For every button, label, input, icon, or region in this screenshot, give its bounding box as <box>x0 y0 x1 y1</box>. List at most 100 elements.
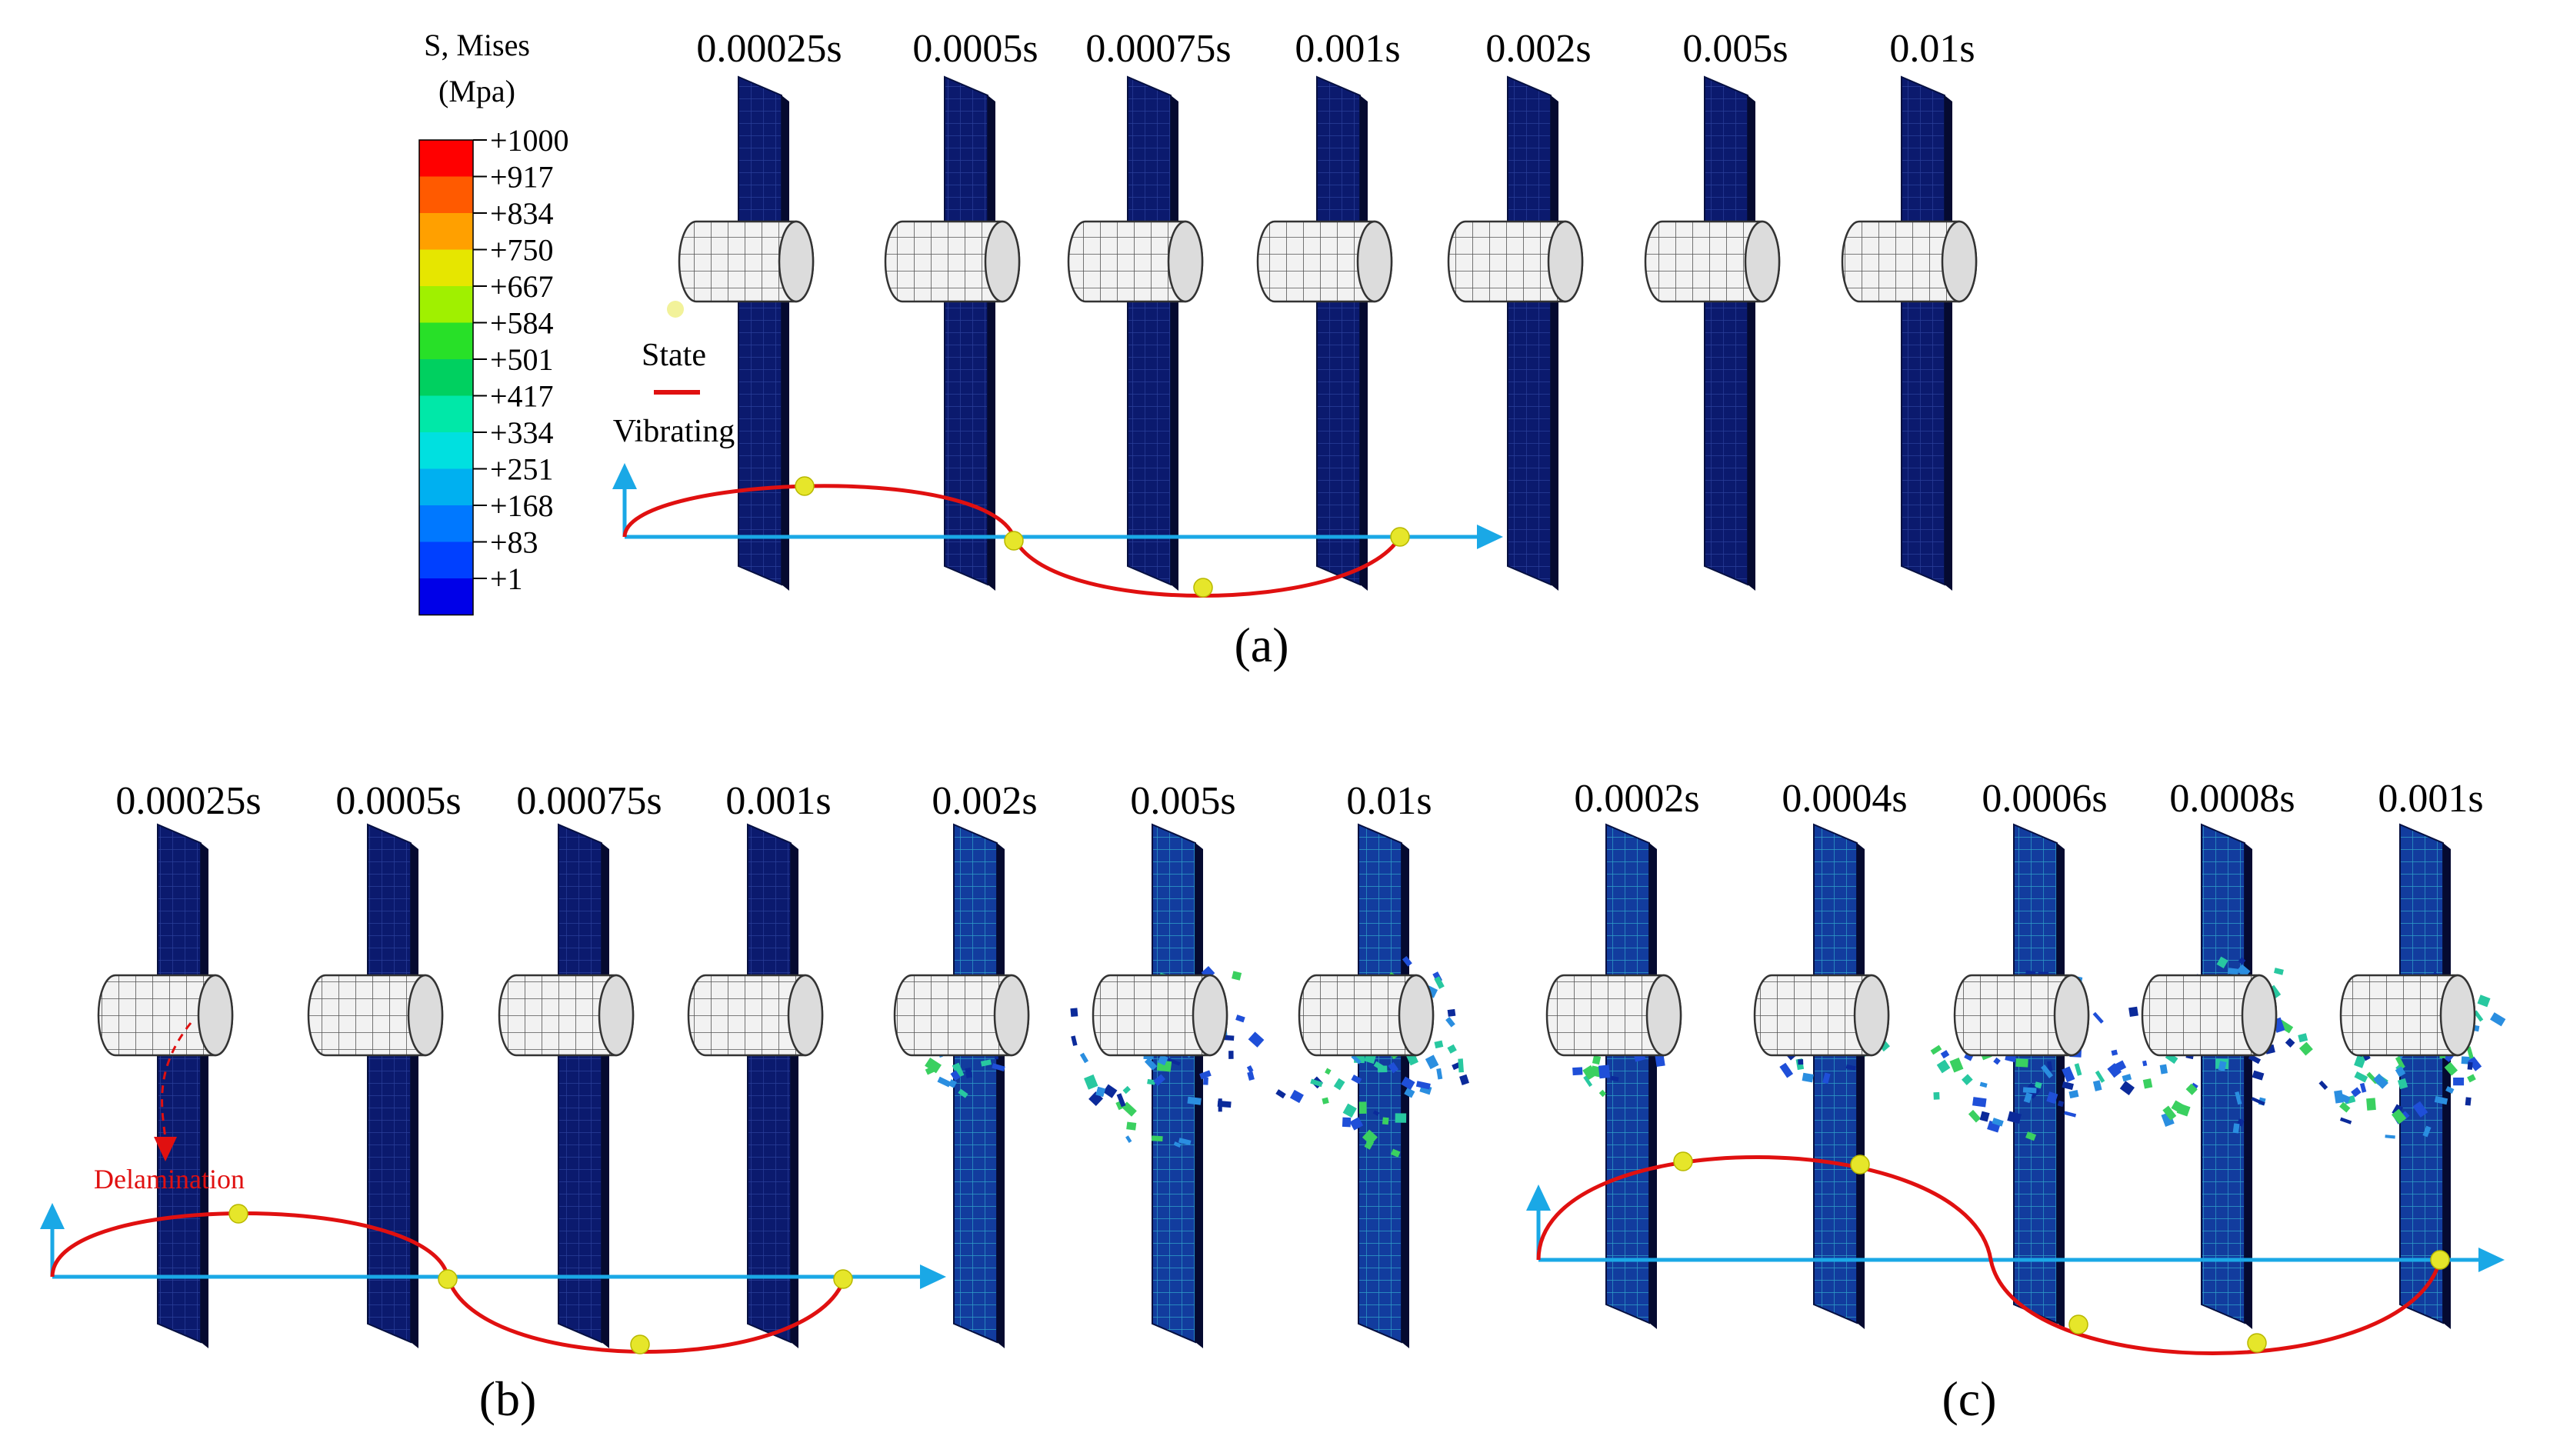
legend-band <box>419 176 473 213</box>
plate-edge <box>988 95 995 591</box>
time-label: 0.0006s <box>1982 777 2107 821</box>
legend-value: +168 <box>490 488 554 523</box>
state-dot-icon <box>833 1269 853 1289</box>
time-label: 0.001s <box>725 779 831 823</box>
delamination-pointer <box>161 1022 192 1139</box>
meshed-plate-icon <box>1316 75 1361 586</box>
legend-value: +834 <box>490 196 554 231</box>
debris-fragment <box>2062 1066 2075 1083</box>
time-label: 0.0008s <box>2169 777 2295 821</box>
debris-fragment <box>1275 1089 1286 1099</box>
plate-edge <box>411 843 418 1348</box>
debris-fragment <box>1147 1078 1155 1085</box>
debris-fragment <box>965 1067 973 1078</box>
time-frame: 0.00025s <box>678 27 842 591</box>
debris-fragment <box>2318 1080 2328 1091</box>
debris-fragment <box>1415 1081 1431 1090</box>
debris-fragment <box>2107 1063 2122 1078</box>
debris-fragment <box>1388 1061 1399 1074</box>
cylindrical-projectile-icon <box>884 220 1021 303</box>
debris-fragment <box>1445 1016 1455 1028</box>
debris-fragment <box>1779 1062 1794 1078</box>
axis-arrow-icon <box>1526 1184 1551 1211</box>
debris-fragment <box>1458 1058 1464 1073</box>
debris-fragment <box>1247 1071 1255 1081</box>
legend-band <box>419 432 473 469</box>
debris-fragment <box>1592 1055 1602 1065</box>
debris-fragment <box>2057 1100 2065 1108</box>
debris-fragment <box>2373 1073 2388 1089</box>
time-frame: 0.001s <box>2318 777 2506 1329</box>
debris-fragment <box>1187 1096 1202 1105</box>
cylindrical-projectile-icon <box>1092 974 1228 1057</box>
debris-fragment <box>1342 1117 1352 1128</box>
debris-fragment <box>1151 1135 1163 1142</box>
cylindrical-projectile-icon <box>678 220 815 303</box>
debris-fragment <box>1936 1059 1951 1074</box>
state-dot-icon <box>630 1334 650 1354</box>
debris-fragment <box>2391 1108 2407 1124</box>
debris-fragment <box>2338 1093 2351 1104</box>
legend-band <box>419 578 473 615</box>
debris-fragment <box>1962 1074 1973 1085</box>
debris-fragment <box>1964 1052 1974 1061</box>
debris-fragment <box>2185 1083 2198 1095</box>
debris-fragment <box>1364 1139 1375 1150</box>
legend-value: +1000 <box>490 123 569 158</box>
legend-value: +584 <box>490 306 554 341</box>
debris-fragment <box>1425 1055 1439 1070</box>
debris-fragment <box>2142 1078 2153 1089</box>
time-frame: 0.002s <box>893 779 1038 1348</box>
debris-fragment <box>1382 1117 1389 1125</box>
debris-fragment <box>1949 1058 1964 1073</box>
meshed-plate-icon <box>1127 75 1172 586</box>
debris-fragment <box>1655 1054 1665 1068</box>
debris-fragment <box>2385 1134 2395 1139</box>
state-dot-icon <box>228 1204 248 1224</box>
debris-fragment <box>1248 1031 1265 1048</box>
debris-fragment <box>1404 1087 1415 1098</box>
debris-fragment <box>2465 1097 2472 1106</box>
debris-fragment <box>1122 1085 1131 1094</box>
legend-band <box>419 249 473 286</box>
debris-fragment <box>2359 1082 2367 1093</box>
plate-edge <box>1748 95 1755 591</box>
debris-fragment <box>2445 1086 2455 1094</box>
cylindrical-projectile-icon <box>1841 220 1978 303</box>
meshed-plate-icon <box>558 823 602 1344</box>
plate-edge <box>1551 95 1558 591</box>
debris-fragment <box>2074 1063 2082 1076</box>
time-label: 0.0002s <box>1574 777 1699 821</box>
state-dot-icon <box>2068 1314 2088 1334</box>
legend-value: +917 <box>490 160 554 195</box>
time-frame: 0.001s <box>1256 27 1401 591</box>
meshed-plate-icon <box>1901 75 1945 586</box>
debris-fragment <box>1940 1050 1950 1059</box>
debris-fragment <box>950 1070 961 1081</box>
vibration-curve <box>1536 1155 2442 1355</box>
state-dot-icon <box>1193 578 1213 598</box>
debris-fragment <box>2473 1010 2484 1022</box>
legend-value: +501 <box>490 342 554 377</box>
debris-fragment <box>1933 1091 1940 1100</box>
debris-fragment <box>2159 1064 2168 1075</box>
debris-fragment <box>1071 1035 1078 1046</box>
debris-fragment <box>1351 1054 1362 1065</box>
debris-fragment <box>1447 1008 1456 1017</box>
cylindrical-projectile-icon <box>1067 220 1204 303</box>
plate-edge <box>1195 843 1203 1348</box>
cylindrical-projectile-icon <box>1753 974 1890 1057</box>
debris-fragment <box>2248 1054 2262 1065</box>
time-label: 0.002s <box>932 779 1037 823</box>
debris-fragment <box>2273 968 2284 975</box>
panel-label: (b) <box>479 1371 537 1426</box>
cylindrical-projectile-icon <box>1298 974 1435 1057</box>
debris-fragment <box>2064 1111 2077 1118</box>
meshed-plate-icon <box>1507 75 1552 586</box>
debris-fragment <box>2251 1097 2265 1106</box>
debris-fragment <box>2162 1105 2177 1121</box>
time-frame: 0.001s <box>687 779 832 1348</box>
debris-fragment <box>2489 1012 2506 1027</box>
debris-fragment <box>2468 1056 2482 1071</box>
panel-c: 0.0002s 0.0004s 0.0006s 0.0008s 0.001s (c) <box>1545 777 2506 1426</box>
